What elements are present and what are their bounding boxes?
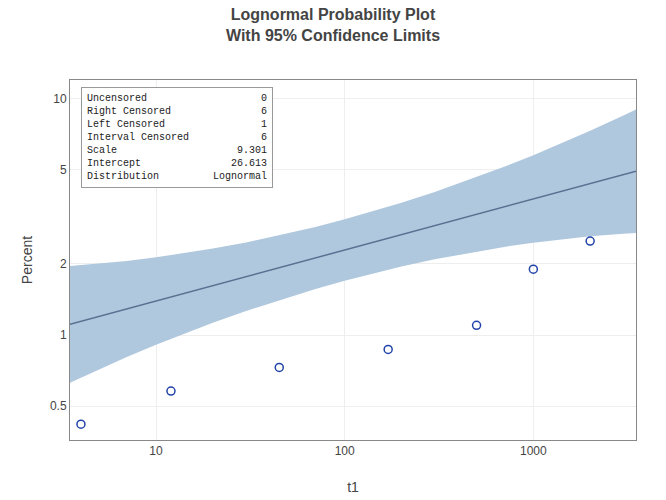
svg-text:Lognormal Probability PlotWith: Lognormal Probability PlotWith 95% Confi… [226,6,440,44]
svg-text:0.5: 0.5 [50,399,67,413]
svg-text:1: 1 [60,328,67,342]
svg-text:1000: 1000 [520,444,547,458]
svg-text:5: 5 [60,163,67,177]
svg-text:10: 10 [149,444,163,458]
svg-text:Uncensored 0: Uncensored 0Right Censored 6Left Censore… [87,93,267,182]
svg-text:10: 10 [53,92,67,106]
svg-text:Percent: Percent [19,236,35,284]
svg-text:2: 2 [60,257,67,271]
svg-text:100: 100 [335,444,355,458]
svg-text:t1: t1 [347,479,359,495]
